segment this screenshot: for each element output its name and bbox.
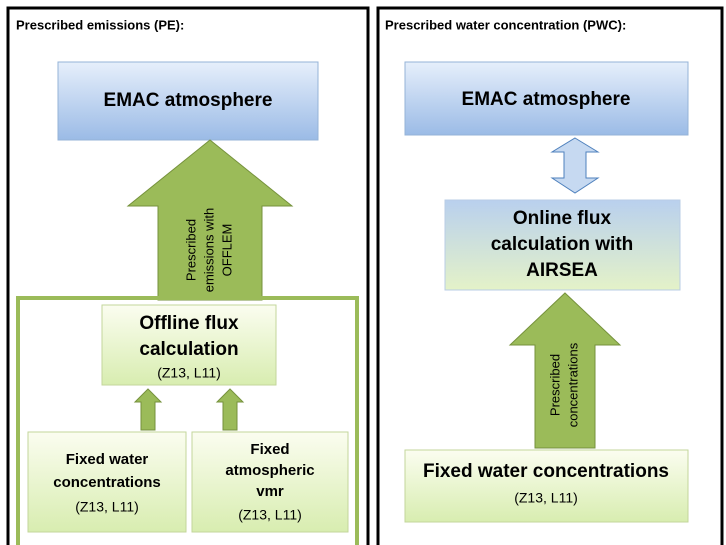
box [27, 431, 187, 533]
box-label: Fixed water concentrations [423, 461, 669, 482]
arrow-label: Prescribed [183, 219, 198, 281]
box-label: Online flux [513, 208, 612, 229]
box-label: EMAC atmosphere [462, 89, 631, 110]
arrow [133, 388, 163, 431]
box-label: atmospheric [225, 462, 314, 479]
box-sub: (Z13, L11) [157, 365, 221, 381]
box [101, 304, 277, 386]
box [404, 61, 689, 136]
arrow [508, 292, 622, 449]
arrow-label: OFFLEM [219, 224, 234, 277]
box-label: calculation with [491, 234, 634, 255]
box-label: vmr [256, 483, 284, 500]
arrow-label: concentrations [565, 342, 580, 427]
panel [6, 6, 370, 545]
box [444, 199, 681, 291]
double-arrow [550, 137, 600, 194]
arrow [215, 388, 245, 431]
box-sub: (Z13, L11) [514, 490, 578, 506]
box-sub: (Z13, L11) [238, 507, 302, 523]
box-label: EMAC atmosphere [104, 90, 273, 111]
arrow-label: Prescribed [547, 354, 562, 416]
box [191, 431, 349, 533]
box-label: calculation [139, 339, 238, 360]
panel-title: Prescribed water concentration (PWC): [385, 17, 626, 32]
panel-title: Prescribed emissions (PE): [16, 17, 184, 32]
box [404, 449, 689, 523]
box-label: Offline flux [139, 313, 239, 334]
box-sub: (Z13, L11) [75, 499, 139, 515]
panel [376, 6, 724, 545]
box-label: Fixed [250, 441, 289, 458]
box-label: AIRSEA [526, 260, 598, 281]
box-label: concentrations [53, 474, 161, 491]
box-label: Fixed water [66, 451, 149, 468]
frame [16, 296, 359, 545]
arrow-label: emissions with [201, 208, 216, 293]
box [57, 61, 319, 141]
